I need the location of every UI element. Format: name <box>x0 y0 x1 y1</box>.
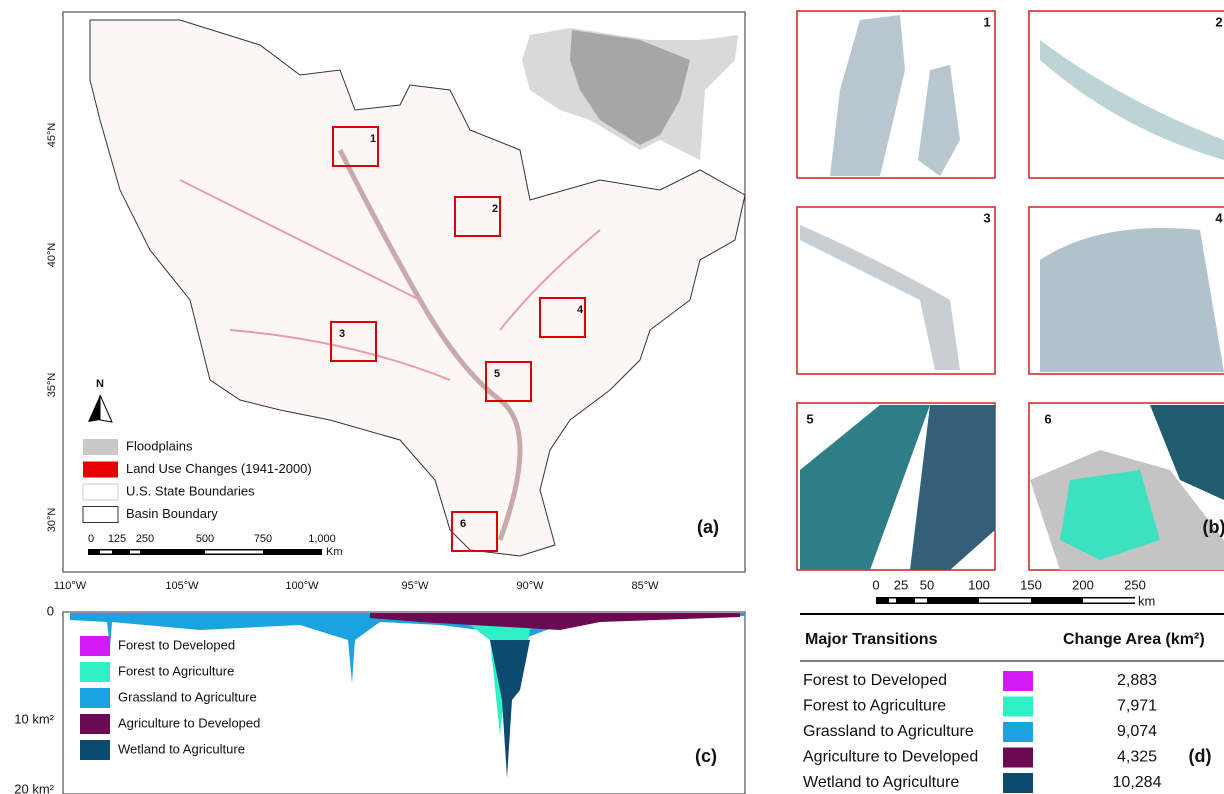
legend-label: Floodplains <box>126 438 193 453</box>
row-name: Agriculture to Developed <box>803 749 978 766</box>
site-label: 1 <box>370 133 376 145</box>
legend-label: Forest to Agriculture <box>118 663 234 678</box>
scale-label: 0 <box>88 533 94 545</box>
row-name: Wetland to Agriculture <box>803 774 959 791</box>
site-label: 4 <box>577 304 584 316</box>
row-area: 7,971 <box>1117 698 1157 715</box>
legend-swatch <box>80 740 110 760</box>
legend-label: Forest to Developed <box>118 637 235 652</box>
row-swatch <box>1003 671 1033 691</box>
row-name: Forest to Agriculture <box>803 698 946 715</box>
scale-label: 125 <box>108 533 126 545</box>
y-tick-label: 0 <box>47 603 54 618</box>
row-name: Grassland to Agriculture <box>803 723 974 740</box>
scale-bar <box>915 599 927 603</box>
legend-label: Wetland to Agriculture <box>118 741 245 756</box>
inset-number: 4 <box>1215 210 1223 225</box>
scale-label: 25 <box>894 577 908 592</box>
scale-bar <box>100 551 112 554</box>
panel-label: (a) <box>697 517 719 537</box>
scale-label: 500 <box>196 533 214 545</box>
scale-label: 100 <box>968 577 990 592</box>
lon-label: 85°W <box>631 580 659 592</box>
legend-swatch <box>80 688 110 708</box>
north-label: N <box>96 378 104 390</box>
figure: 110°W 105°W 100°W 95°W 90°W 85°W 45°N 40°N 35°N 3… <box>0 0 1224 794</box>
table-header: Major Transitions <box>805 631 938 648</box>
legend-swatch <box>83 507 118 523</box>
legend-label: Land Use Changes (1941-2000) <box>126 461 312 476</box>
row-name: Forest to Developed <box>803 672 947 689</box>
site-label: 5 <box>494 368 500 380</box>
scale-label: 0 <box>872 577 879 592</box>
site-label: 2 <box>492 203 498 215</box>
site-label: 6 <box>460 518 466 530</box>
lon-label: 100°W <box>285 580 319 592</box>
inset-frame <box>1029 11 1224 178</box>
scale-bar <box>1083 599 1135 603</box>
lat-label: 40°N <box>46 243 58 268</box>
inset-frame <box>797 207 995 374</box>
scale-label: 200 <box>1072 577 1094 592</box>
legend-label: Basin Boundary <box>126 506 218 521</box>
inset-number: 6 <box>1044 411 1051 426</box>
scale-label: 50 <box>920 577 934 592</box>
inset-number: 2 <box>1215 14 1222 29</box>
legend-label: Grassland to Agriculture <box>118 689 257 704</box>
row-swatch <box>1003 748 1033 768</box>
legend-swatch <box>80 714 110 734</box>
scale-label: 250 <box>136 533 154 545</box>
scale-label: 1,000 <box>308 533 336 545</box>
scale-bar <box>205 551 263 554</box>
site-label: 3 <box>339 328 345 340</box>
lon-label: 110°W <box>54 580 87 592</box>
row-area: 10,284 <box>1113 774 1162 791</box>
inset-number: 5 <box>806 411 813 426</box>
scale-bar <box>130 551 140 554</box>
legend-label: U.S. State Boundaries <box>126 483 255 498</box>
row-swatch <box>1003 697 1033 717</box>
legend-swatch <box>80 636 110 656</box>
y-tick-label: 20 km² <box>14 781 54 794</box>
page: {"map": {"label": "(a)", "lon_labels": [… <box>0 0 1224 794</box>
lat-label: 35°N <box>46 373 58 398</box>
scale-label: 250 <box>1124 577 1146 592</box>
scale-bar <box>979 599 1031 603</box>
row-area: 9,074 <box>1117 723 1157 740</box>
scale-unit: km <box>1138 593 1155 608</box>
legend-swatch <box>83 439 118 455</box>
panel-label: (c) <box>695 746 717 766</box>
panel-label: (d) <box>1189 746 1212 766</box>
inset-number: 3 <box>983 210 990 225</box>
row-swatch <box>1003 773 1033 793</box>
scale-bar <box>889 599 896 603</box>
scale-label: 150 <box>1020 577 1042 592</box>
scale-unit: Km <box>326 546 343 558</box>
legend-label: Agriculture to Developed <box>118 715 260 730</box>
inset-number: 1 <box>983 14 990 29</box>
panel-label: (b) <box>1203 517 1224 537</box>
lon-label: 95°W <box>401 580 429 592</box>
y-tick-label: 10 km² <box>14 711 54 726</box>
scale-label: 750 <box>254 533 272 545</box>
row-swatch <box>1003 722 1033 742</box>
legend-swatch <box>80 662 110 682</box>
floodplain <box>1040 228 1224 372</box>
lon-label: 105°W <box>165 580 199 592</box>
row-area: 2,883 <box>1117 672 1157 689</box>
lat-label: 30°N <box>46 508 58 533</box>
legend-swatch <box>83 484 118 500</box>
row-area: 4,325 <box>1117 749 1157 766</box>
lat-label: 45°N <box>46 123 58 148</box>
lon-label: 90°W <box>516 580 544 592</box>
legend-swatch <box>83 462 118 478</box>
table-header: Change Area (km²) <box>1063 631 1205 648</box>
